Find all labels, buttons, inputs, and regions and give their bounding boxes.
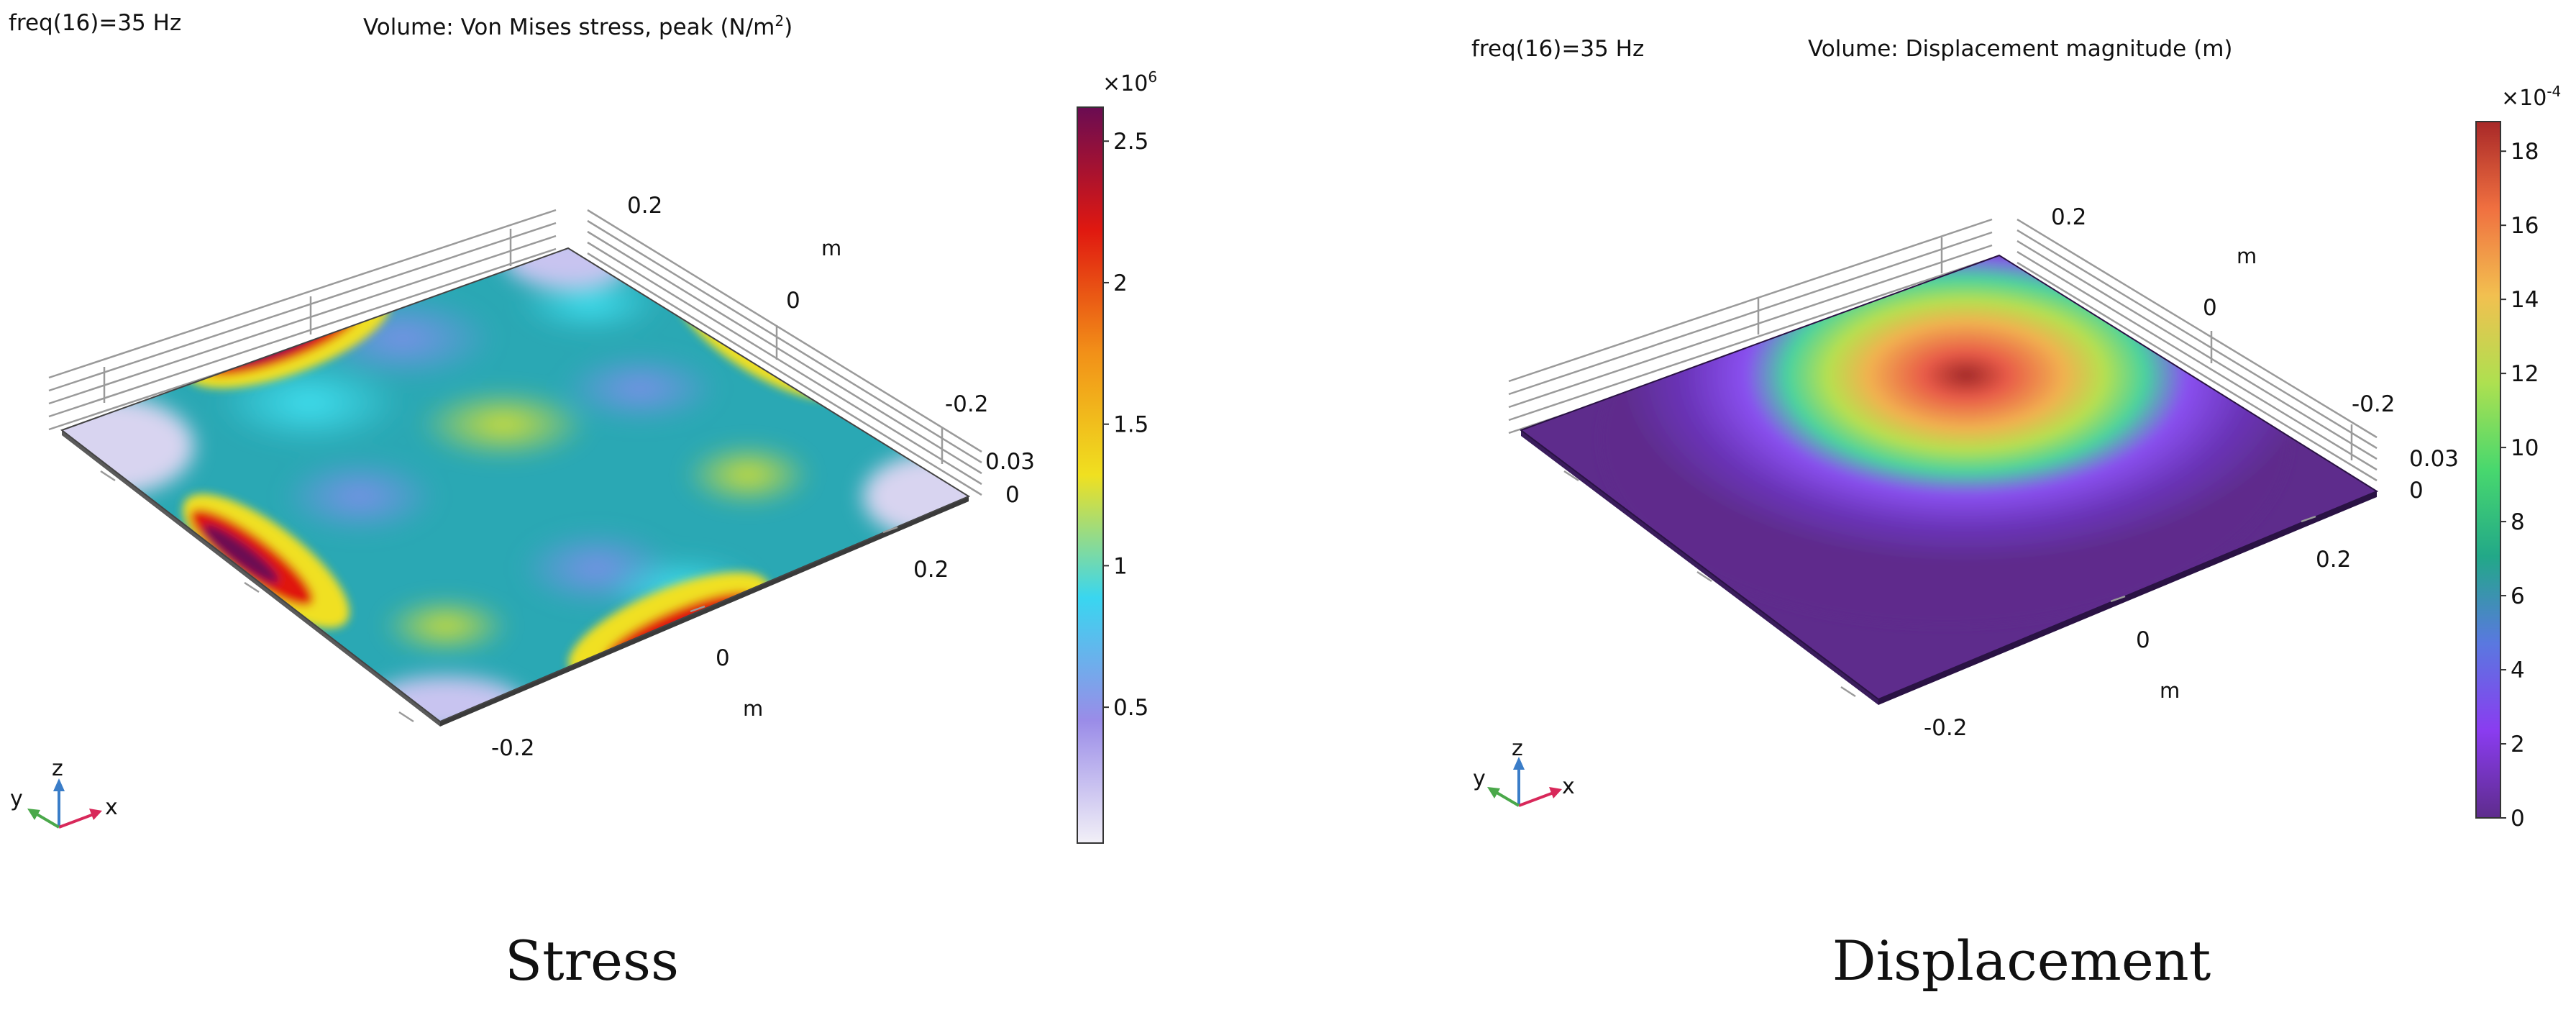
- stress-colorbar-tick-label: 1.5: [1113, 412, 1148, 438]
- displacement-x-tick-2: 0: [2136, 627, 2150, 653]
- displacement-colorbar-tick-label: 16: [2511, 213, 2539, 239]
- stress-x-unit: m: [743, 696, 763, 721]
- displacement-plate-surface: [1521, 255, 2377, 699]
- displacement-y-unit: m: [2237, 244, 2257, 268]
- stress-plate-side-right: [440, 496, 969, 727]
- displacement-y-tick-3: -0.2: [2352, 391, 2395, 417]
- displacement-plot-title: Volume: Displacement magnitude (m): [1808, 36, 2232, 62]
- displacement-plate-side-right: [1878, 491, 2377, 705]
- stress-plate-side-front: [62, 430, 440, 727]
- stress-y-tick-1: 0.2: [627, 193, 662, 219]
- stress-colorbar-tick-label: 2: [1113, 270, 1128, 296]
- stress-colorbar-tick-label: 1: [1113, 553, 1128, 579]
- stress-plate-surface: [62, 248, 969, 722]
- displacement-z-tick-2: 0: [2409, 478, 2424, 504]
- stress-axis-triad: z y x: [10, 756, 118, 829]
- displacement-z-tick-1: 0.03: [2409, 446, 2459, 472]
- displacement-caption: Displacement: [1832, 929, 2211, 993]
- stress-front-ticks: [100, 470, 898, 723]
- stress-back-right-grid: [587, 209, 982, 496]
- displacement-colorbar-tick-label: 18: [2511, 139, 2539, 165]
- displacement-triad-y-label: y: [1473, 766, 1486, 791]
- displacement-colorbar-tick-label: 2: [2511, 732, 2525, 757]
- stress-y-tick-2: 0: [786, 288, 800, 314]
- displacement-colorbar: ×10-4 18 16 14 12 10 8 6 4 2 0: [2475, 83, 2561, 832]
- stress-x-tick-1: 0.2: [913, 557, 949, 583]
- displacement-panel: freq(16)=35 Hz Volume: Displacement magn…: [1471, 36, 2561, 993]
- displacement-back-right-grid: [2017, 218, 2378, 482]
- displacement-triad-x-label: x: [1562, 774, 1575, 799]
- displacement-colorbar-tick-label: 8: [2511, 509, 2525, 535]
- stress-colorbar: ×106 2.5 2 1.5 1 0.5: [1077, 68, 1157, 844]
- displacement-x-tick-3: -0.2: [1924, 715, 1968, 741]
- displacement-triad-z-label: z: [1512, 736, 1523, 761]
- stress-triad-x-label: x: [105, 795, 118, 820]
- stress-colorbar-tick-label: 0.5: [1113, 695, 1148, 721]
- displacement-colorbar-tick-label: 10: [2511, 435, 2539, 461]
- stress-panel: freq(16)=35 Hz Volume: Von Mises stress,…: [9, 10, 1157, 993]
- displacement-x-unit: m: [2160, 678, 2180, 703]
- stress-z-tick-2: 0: [1005, 482, 1020, 508]
- displacement-colorbar-tick-label: 4: [2511, 657, 2525, 683]
- displacement-x-tick-1: 0.2: [2316, 547, 2351, 573]
- stress-colorbar-bar: [1077, 106, 1104, 844]
- displacement-colorbar-multiplier: ×10-4: [2501, 83, 2561, 111]
- stress-plot-title: Volume: Von Mises stress, peak (N/m2): [363, 12, 793, 40]
- displacement-colorbar-bar: [2475, 121, 2501, 819]
- displacement-front-ticks: [1563, 470, 2316, 698]
- displacement-colorbar-tick-label: 14: [2511, 287, 2539, 313]
- displacement-y-tick-1: 0.2: [2051, 204, 2086, 230]
- stress-x-tick-3: -0.2: [491, 735, 535, 761]
- stress-freq-label: freq(16)=35 Hz: [9, 10, 181, 36]
- stress-triad-z-label: z: [52, 756, 63, 781]
- stress-x-tick-2: 0: [716, 645, 730, 671]
- displacement-colorbar-tick-label: 0: [2511, 806, 2525, 832]
- stress-z-tick-1: 0.03: [985, 449, 1035, 475]
- displacement-axis-triad: z y x: [1473, 736, 1575, 807]
- stress-caption: Stress: [505, 929, 679, 993]
- stress-y-unit: m: [821, 236, 841, 260]
- displacement-colorbar-tick-label: 6: [2511, 583, 2525, 609]
- displacement-plate-side-front: [1521, 430, 1878, 705]
- stress-colorbar-tick-label: 2.5: [1113, 129, 1148, 155]
- displacement-colorbar-tick-label: 12: [2511, 361, 2539, 387]
- displacement-freq-label: freq(16)=35 Hz: [1471, 36, 1644, 62]
- stress-triad-y-label: y: [10, 786, 23, 811]
- stress-y-tick-3: -0.2: [945, 391, 989, 417]
- stress-colorbar-multiplier: ×106: [1102, 68, 1157, 96]
- displacement-y-tick-2: 0: [2203, 295, 2217, 321]
